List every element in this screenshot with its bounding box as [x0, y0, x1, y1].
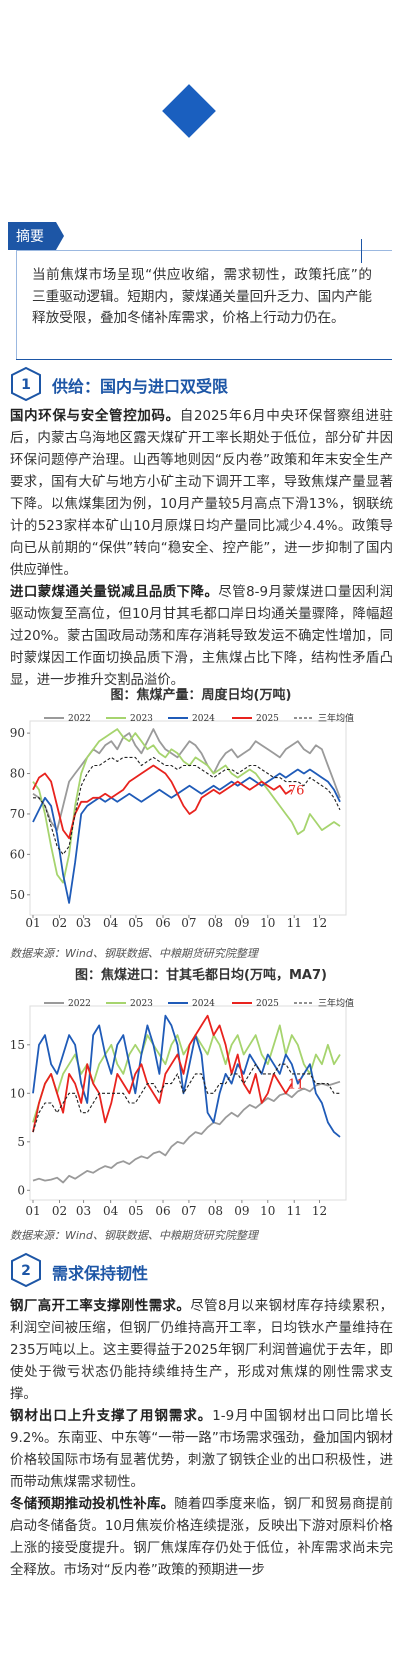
last-value-label: 76: [288, 784, 305, 799]
paragraph: 冬储预期推动投机性补库。随着四季度来临，钢厂和贸易商提前启动冬储备货。10月焦炭…: [10, 1494, 393, 1582]
series-line: [32, 728, 341, 831]
diamond-icon: [162, 84, 216, 138]
section-title: 供给：国内与进口双受限: [52, 377, 229, 396]
x-tick-label: 11: [287, 1204, 302, 1218]
x-tick-label: 09: [234, 916, 249, 930]
paragraph-text: 1-9月中国钢材出口同比增长9.2%。东南亚、中东等“一带一路”市场需求强劲，叠…: [10, 1409, 393, 1490]
legend-label: 三年均值: [318, 712, 354, 724]
legend-label: 2024: [192, 714, 215, 724]
legend-label: 2022: [68, 999, 91, 1009]
x-tick-label: 07: [181, 1204, 196, 1218]
y-tick-label: 80: [10, 767, 25, 781]
paragraph-lead: 钢厂高开工率支撑刚性需求。: [10, 1299, 191, 1314]
x-tick-label: 06: [155, 916, 170, 930]
paragraph-lead: 冬储预期推动投机性补库。: [10, 1497, 175, 1512]
x-tick-label: 07: [181, 916, 196, 930]
header-graphics: 摘要: [8, 84, 216, 250]
x-tick-label: 01: [25, 916, 40, 930]
series-line: [32, 1080, 341, 1184]
x-tick-label: 01: [25, 1204, 40, 1218]
summary-box: 当前焦煤市场呈现“供应收缩，需求韧性，政策托底”的三重驱动逻辑。短期内，蒙煤通关…: [16, 239, 392, 360]
legend-label: 2025: [256, 714, 279, 724]
series-line: [33, 756, 341, 855]
legend-label: 2022: [68, 714, 91, 724]
section-body: 国内环保与安全管控加码。自2025年6月中央环保督察组进驻后，内蒙古乌海地区露天…: [10, 406, 393, 692]
series-line: [32, 728, 341, 884]
x-tick-label: 08: [208, 1204, 223, 1218]
paragraph-text: 自2025年6月中央环保督察组进驻后，内蒙古乌海地区露天煤矿开工率长期处于低位，…: [10, 409, 394, 578]
legend-label: 2024: [192, 999, 215, 1009]
x-tick-label: 08: [208, 916, 223, 930]
y-tick-label: 50: [10, 888, 25, 902]
badge-shape: [11, 1252, 41, 1288]
x-tick-label: 05: [128, 916, 143, 930]
paragraph-text: 尽管8月以来钢材库存持续累积，利润空间被压缩，但钢厂仍维持高开工率，日均铁水产量…: [10, 1299, 394, 1402]
legend-label: 2025: [256, 999, 279, 1009]
x-tick-label: 02: [52, 916, 67, 930]
badge-shape: [11, 366, 41, 402]
legend-label: 2023: [130, 999, 153, 1009]
paragraph-lead: 进口蒙煤通关量锐减且品质下降。: [10, 585, 219, 600]
y-tick-label: 10: [10, 1086, 25, 1100]
y-tick-label: 0: [17, 1183, 25, 1197]
y-tick-label: 70: [10, 807, 25, 821]
legend-label: 三年均值: [318, 997, 354, 1009]
y-tick-label: 60: [10, 847, 25, 861]
summary-text: 当前焦煤市场呈现“供应收缩，需求韧性，政策托底”的三重驱动逻辑。短期内，蒙煤通关…: [32, 267, 372, 326]
last-value-label: 11: [288, 1078, 305, 1093]
section-body: 钢厂高开工率支撑刚性需求。尽管8月以来钢材库存持续累积，利润空间被压缩，但钢厂仍…: [10, 1296, 393, 1582]
paragraph-text: 尽管8-9月蒙煤进口量因利润驱动恢复至高位，但10月甘其毛都口岸日均通关量骤降，…: [10, 585, 393, 688]
series-line: [32, 1014, 341, 1138]
section-badge: 1: [11, 366, 41, 402]
series-line: [32, 1063, 340, 1133]
x-tick-label: 03: [76, 1204, 91, 1218]
paragraph: 钢材出口上升支撑了用钢需求。1-9月中国钢材出口同比增长9.2%。东南亚、中东等…: [10, 1406, 393, 1494]
paragraph: 进口蒙煤通关量锐减且品质下降。尽管8-9月蒙煤进口量因利润驱动恢复至高位，但10…: [10, 582, 393, 692]
summary-border: [16, 251, 17, 359]
summary-tag: [8, 222, 64, 250]
x-tick-label: 06: [155, 1204, 170, 1218]
x-tick-label: 05: [128, 1204, 143, 1218]
section-number: 1: [21, 377, 31, 393]
x-tick-label: 02: [52, 1204, 67, 1218]
x-tick-label: 11: [287, 916, 302, 930]
series-line: [32, 764, 293, 840]
x-tick-label: 04: [103, 1204, 119, 1218]
plot-frame: [29, 720, 347, 916]
x-tick-label: 10: [260, 1204, 275, 1218]
chart-title: 图：焦煤进口：甘其毛都日均(万吨，MA7): [75, 968, 327, 983]
summary-tag-text: 摘要: [16, 228, 44, 245]
x-tick-label: 12: [312, 1204, 327, 1218]
paragraph-text: 随着四季度来临，钢厂和贸易商提前启动冬储备货。10月焦炭价格连续提涨，反映出下游…: [10, 1497, 394, 1578]
chart: 50 60 70 80 90 01 02 03 04 05 06 07 08 09 10 11 12 76 2022…: [10, 712, 354, 930]
x-tick-label: 12: [312, 916, 327, 930]
y-tick-label: 15: [10, 1038, 25, 1052]
series-line: [32, 1024, 341, 1123]
summary-border: [361, 239, 362, 263]
x-tick-label: 09: [234, 1204, 249, 1218]
chart-source: 数据来源：Wind、钢联数据、中粮期货研究院整理: [10, 1229, 258, 1242]
y-tick-label: 5: [17, 1135, 25, 1149]
paragraph: 钢厂高开工率支撑刚性需求。尽管8月以来钢材库存持续累积，利润空间被压缩，但钢厂仍…: [10, 1296, 393, 1406]
section-number: 2: [21, 1263, 31, 1279]
chart-title: 图：焦煤产量：周度日均(万吨): [110, 688, 292, 703]
paragraph: 国内环保与安全管控加码。自2025年6月中央环保督察组进驻后，内蒙古乌海地区露天…: [10, 406, 393, 582]
section-title: 需求保持韧性: [52, 1264, 149, 1283]
x-tick-label: 03: [76, 916, 91, 930]
legend-label: 2023: [130, 714, 153, 724]
series-line: [32, 1014, 293, 1133]
y-tick-label: 90: [10, 726, 25, 740]
section-badge: 2: [11, 1252, 41, 1288]
x-tick-label: 10: [260, 916, 275, 930]
plot-frame: [29, 1005, 347, 1201]
series-line: [32, 768, 341, 904]
x-tick-label: 04: [103, 916, 119, 930]
paragraph-lead: 钢材出口上升支撑了用钢需求。: [10, 1409, 213, 1424]
paragraph-lead: 国内环保与安全管控加码。: [10, 409, 180, 424]
chart-source: 数据来源：Wind、钢联数据、中粮期货研究院整理: [10, 947, 258, 960]
